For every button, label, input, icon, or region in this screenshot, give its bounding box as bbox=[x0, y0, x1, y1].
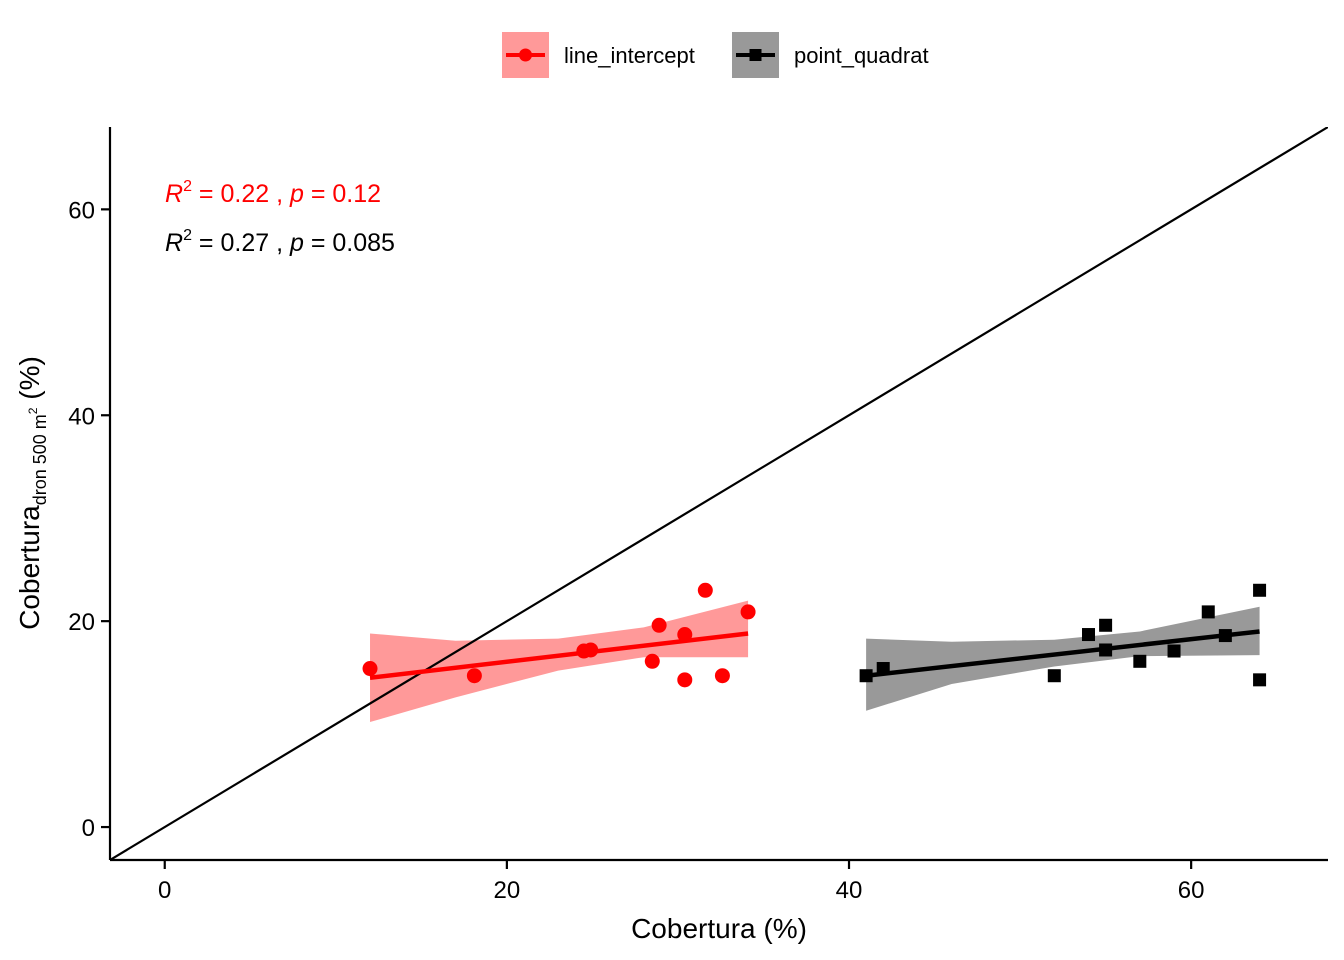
point-point-quadrat bbox=[1047, 669, 1061, 683]
x-tick-label: 20 bbox=[494, 877, 521, 904]
annotation-p-value: 0.085 bbox=[332, 229, 395, 257]
point-line-intercept bbox=[466, 668, 482, 684]
svg-text:Coberturadron 500 m2 (%): Coberturadron 500 m2 (%) bbox=[14, 356, 50, 630]
point-line-intercept bbox=[740, 604, 756, 620]
confidence-band-line-intercept bbox=[370, 600, 749, 723]
point-point-quadrat bbox=[1218, 629, 1232, 643]
y-tick-label: 0 bbox=[82, 815, 95, 842]
annotation-r2-value: 0.22 bbox=[220, 180, 269, 208]
y-axis-title-main: Cobertura bbox=[14, 505, 45, 630]
y-tick-label: 60 bbox=[68, 197, 95, 224]
data-points bbox=[362, 582, 1267, 688]
legend-marker-point-quadrat bbox=[749, 49, 762, 61]
annotation-p-value: 0.12 bbox=[332, 180, 381, 208]
point-line-intercept bbox=[677, 672, 693, 688]
annotation-r-superscript: 2 bbox=[183, 227, 192, 244]
confidence-band-point-quadrat bbox=[866, 606, 1260, 711]
x-axis-ticks: 0 20 40 60 bbox=[158, 860, 1204, 904]
annotation-eq: = bbox=[192, 180, 221, 208]
point-point-quadrat bbox=[1133, 654, 1147, 668]
confidence-bands bbox=[370, 600, 1260, 723]
x-tick-label: 40 bbox=[836, 877, 863, 904]
legend-marker-line-intercept bbox=[519, 48, 532, 62]
point-line-intercept bbox=[677, 627, 693, 643]
annotation-eq: = bbox=[304, 180, 333, 208]
x-axis-title: Cobertura (%) bbox=[631, 913, 807, 944]
point-line-intercept bbox=[583, 642, 599, 658]
annotation-p-symbol: p bbox=[289, 229, 304, 257]
regression-line-point-quadrat bbox=[865, 629, 1260, 678]
point-point-quadrat bbox=[1167, 644, 1181, 658]
legend-label-point-quadrat: point_quadrat bbox=[794, 43, 929, 68]
annotation-r2-value: 0.27 bbox=[220, 229, 269, 257]
point-line-intercept bbox=[714, 668, 730, 684]
point-line-intercept bbox=[697, 582, 713, 598]
x-tick-label: 60 bbox=[1178, 877, 1205, 904]
y-axis-title-subscript: dron 500 m bbox=[30, 414, 50, 505]
point-point-quadrat bbox=[1253, 673, 1267, 687]
legend-label-line-intercept: line_intercept bbox=[564, 43, 695, 68]
y-tick-label: 40 bbox=[68, 403, 95, 430]
point-point-quadrat bbox=[859, 669, 873, 683]
point-line-intercept bbox=[651, 617, 667, 633]
annotation-sep: , bbox=[269, 229, 290, 257]
annotation-p-symbol: p bbox=[289, 180, 304, 208]
point-line-intercept bbox=[644, 653, 660, 669]
annotation-point-quadrat: R2 = 0.27 , p = 0.085 bbox=[165, 227, 395, 257]
y-axis-title-superscript: 2 bbox=[26, 407, 40, 414]
annotation-r-symbol: R bbox=[165, 229, 183, 257]
annotation-r-superscript: 2 bbox=[183, 178, 192, 195]
y-tick-label: 20 bbox=[68, 609, 95, 636]
y-axis-title: Coberturadron 500 m2 (%) bbox=[14, 356, 50, 630]
point-point-quadrat bbox=[876, 662, 890, 676]
annotation-r-symbol: R bbox=[165, 180, 183, 208]
point-point-quadrat bbox=[1253, 583, 1267, 597]
point-point-quadrat bbox=[1082, 628, 1096, 642]
x-tick-label: 0 bbox=[158, 877, 171, 904]
annotation-line-intercept: R2 = 0.22 , p = 0.12 bbox=[165, 178, 381, 208]
y-axis-title-suffix: (%) bbox=[14, 356, 45, 407]
point-point-quadrat bbox=[1201, 605, 1215, 619]
point-line-intercept bbox=[362, 661, 378, 677]
annotation-eq: = bbox=[304, 229, 333, 257]
point-point-quadrat bbox=[1099, 618, 1113, 632]
point-point-quadrat bbox=[1099, 643, 1113, 657]
annotation-eq: = bbox=[192, 229, 221, 257]
legend: line_intercept point_quadrat bbox=[502, 32, 929, 78]
plot-panel bbox=[110, 127, 1328, 860]
annotation-sep: , bbox=[269, 180, 290, 208]
y-axis-ticks: 0 20 40 60 bbox=[68, 197, 110, 842]
identity-line bbox=[110, 127, 1328, 860]
